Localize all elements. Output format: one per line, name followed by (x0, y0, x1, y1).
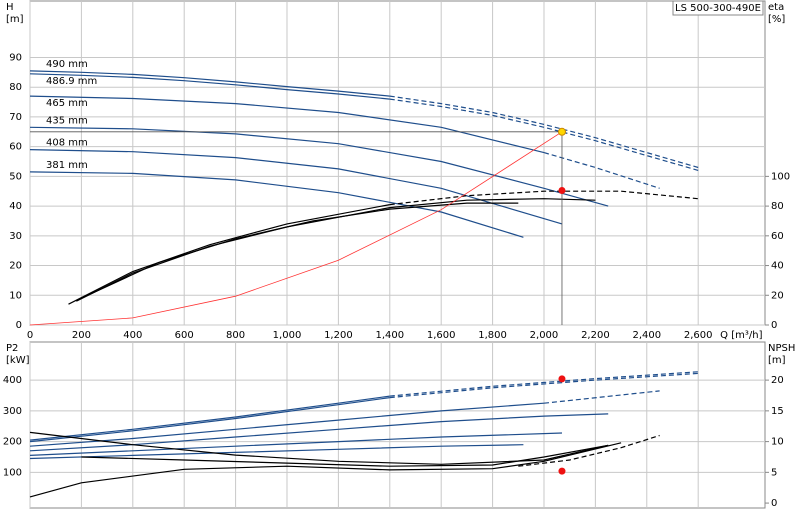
curve (81, 444, 609, 467)
y2-tick-label: 0 (771, 320, 777, 331)
y-axis-unit: [m] (6, 14, 24, 25)
y-tick-label: 80 (9, 82, 22, 93)
curve (29, 444, 524, 460)
y-tick-label: 100 (3, 467, 22, 478)
y-axis-label: H (6, 2, 14, 13)
curve (29, 431, 609, 465)
x-tick-label: 1,400 (375, 330, 404, 341)
y-tick-label: 50 (9, 171, 22, 182)
curve-label: 490 mm (46, 59, 88, 70)
curve (389, 98, 699, 171)
curve (29, 397, 390, 443)
y2-tick-label: 60 (771, 231, 784, 242)
curve (29, 73, 390, 100)
plot-area (29, 0, 766, 326)
curve (29, 70, 390, 97)
y-axis-label: P2 (6, 343, 18, 354)
x-tick-label: 1,000 (273, 330, 302, 341)
y2-tick-label: 15 (771, 406, 784, 417)
y-tick-label: 400 (3, 375, 22, 386)
x-tick-label: 600 (175, 330, 194, 341)
curve (518, 434, 660, 467)
y2-tick-label: 100 (771, 171, 790, 182)
operating-point (558, 186, 566, 194)
y-tick-label: 60 (9, 142, 22, 153)
y2-axis-label: NPSH (768, 343, 795, 354)
curve (29, 432, 563, 456)
x-tick-label: 1,600 (427, 330, 456, 341)
y2-tick-label: 10 (771, 437, 784, 448)
y2-tick-label: 0 (771, 498, 777, 509)
curve-label: 465 mm (46, 98, 88, 109)
curve (29, 395, 390, 441)
y-tick-label: 200 (3, 437, 22, 448)
y2-tick-label: 20 (771, 375, 784, 386)
y-tick-label: 300 (3, 406, 22, 417)
curve (389, 372, 699, 399)
y-tick-label: 0 (16, 320, 22, 331)
x-tick-label: 2,400 (632, 330, 661, 341)
y-tick-label: 20 (9, 261, 22, 272)
curve (389, 371, 699, 397)
operating-point (557, 127, 566, 136)
curve (543, 152, 660, 189)
x-tick-label: 2,600 (684, 330, 713, 341)
x-tick-label: 1,200 (324, 330, 353, 341)
curve (81, 202, 519, 299)
curve (29, 442, 622, 498)
y-tick-label: 10 (9, 290, 22, 301)
curve-label: 408 mm (46, 138, 88, 149)
curve-label: 435 mm (46, 115, 88, 126)
y2-tick-label: 5 (771, 467, 777, 478)
x-tick-label: 800 (226, 330, 245, 341)
y-tick-label: 40 (9, 201, 22, 212)
operating-point (558, 375, 566, 383)
curve (29, 402, 545, 447)
x-tick-label: 1,800 (478, 330, 507, 341)
operating-point (558, 467, 566, 475)
curve-label: 486.9 mm (46, 76, 97, 87)
curve (68, 204, 390, 305)
curve-label: 381 mm (46, 160, 88, 171)
curve (389, 95, 699, 169)
y2-axis-unit: [m] (768, 355, 786, 366)
x-tick-label: 2,000 (530, 330, 559, 341)
curve (29, 149, 563, 225)
curve (389, 190, 699, 206)
y-axis-unit: [kW] (6, 355, 30, 366)
y2-tick-label: 80 (771, 201, 784, 212)
chart-title: LS 500-300-490E (675, 3, 761, 14)
y2-tick-label: 40 (771, 261, 784, 272)
y2-tick-label: 20 (771, 290, 784, 301)
y-tick-label: 70 (9, 112, 22, 123)
x-tick-label: 400 (123, 330, 142, 341)
x-tick-label: 200 (72, 330, 91, 341)
x-tick-label: 0 (27, 330, 33, 341)
y2-axis-unit: [%] (768, 14, 785, 25)
y-tick-label: 30 (9, 231, 22, 242)
y-tick-label: 90 (9, 52, 22, 63)
x-tick-label: 2,200 (581, 330, 610, 341)
curve (29, 126, 609, 207)
title-box (672, 0, 764, 16)
curve (29, 131, 563, 326)
y2-axis-label: eta (768, 2, 784, 13)
curve (543, 390, 660, 404)
x-axis-label: Q [m³/h] (720, 330, 762, 341)
curve (29, 171, 524, 238)
